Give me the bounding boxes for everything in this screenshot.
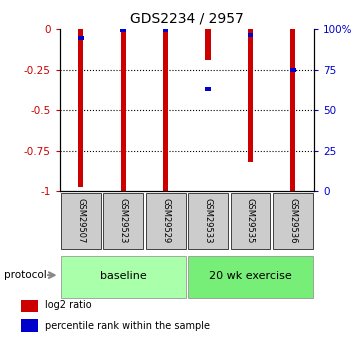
- Bar: [205, 29, 210, 60]
- Bar: [188, 256, 313, 298]
- Bar: [78, 36, 84, 40]
- Bar: [120, 28, 126, 32]
- Title: GDS2234 / 2957: GDS2234 / 2957: [130, 11, 244, 26]
- Bar: [163, 28, 169, 32]
- Bar: [188, 193, 228, 249]
- Bar: [146, 193, 186, 249]
- Bar: [248, 29, 253, 162]
- Text: GSM29529: GSM29529: [161, 198, 170, 244]
- Bar: [273, 193, 313, 249]
- Bar: [121, 29, 126, 191]
- Bar: [248, 33, 253, 37]
- Text: GSM29536: GSM29536: [288, 198, 297, 244]
- Bar: [290, 29, 295, 191]
- Text: GSM29535: GSM29535: [246, 198, 255, 244]
- Text: GSM29523: GSM29523: [119, 198, 128, 244]
- Text: GSM29533: GSM29533: [204, 198, 213, 244]
- Text: log2 ratio: log2 ratio: [45, 300, 92, 310]
- Bar: [205, 87, 211, 91]
- Text: protocol: protocol: [4, 270, 46, 280]
- Bar: [163, 29, 168, 191]
- Bar: [231, 193, 270, 249]
- Bar: [290, 68, 296, 72]
- Bar: [61, 193, 101, 249]
- Text: baseline: baseline: [100, 271, 147, 281]
- Bar: [21, 319, 38, 333]
- Text: GSM29507: GSM29507: [76, 198, 85, 244]
- Bar: [78, 29, 83, 187]
- Text: 20 wk exercise: 20 wk exercise: [209, 271, 292, 281]
- Bar: [21, 298, 38, 312]
- Bar: [61, 256, 186, 298]
- Text: percentile rank within the sample: percentile rank within the sample: [45, 321, 210, 331]
- Bar: [103, 193, 143, 249]
